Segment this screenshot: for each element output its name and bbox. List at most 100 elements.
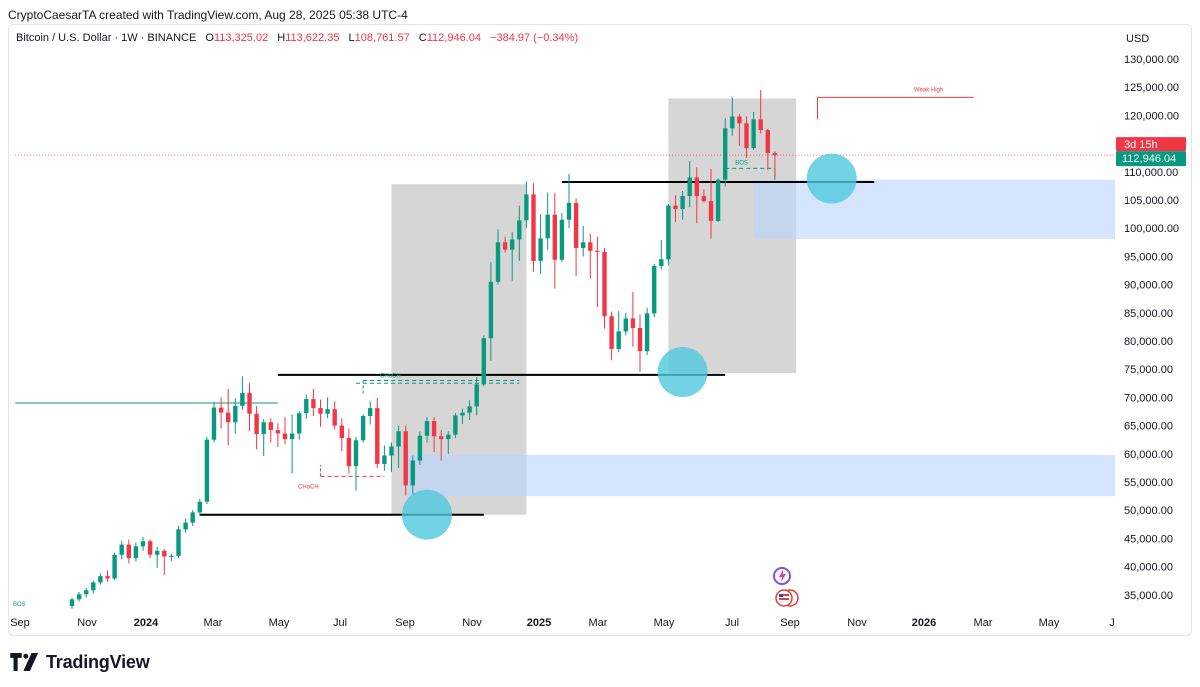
- countdown-tag[interactable]: [1116, 137, 1186, 152]
- candle[interactable]: [673, 195, 678, 222]
- candle[interactable]: [226, 388, 231, 446]
- currency-label[interactable]: USD: [1126, 33, 1150, 45]
- candle[interactable]: [687, 161, 692, 208]
- candle[interactable]: [389, 442, 394, 472]
- candle[interactable]: [119, 540, 124, 560]
- candle[interactable]: [517, 205, 522, 261]
- candle[interactable]: [467, 400, 472, 420]
- candle[interactable]: [439, 430, 444, 461]
- candle[interactable]: [368, 401, 373, 425]
- candle[interactable]: [140, 537, 146, 551]
- candle[interactable]: [510, 232, 515, 281]
- candle[interactable]: [446, 431, 451, 454]
- candle[interactable]: [268, 418, 273, 443]
- candle[interactable]: [531, 183, 536, 272]
- symbol-title[interactable]: Bitcoin / U.S. Dollar · 1W · BINANCE: [16, 32, 197, 44]
- candle[interactable]: [297, 410, 302, 440]
- last-price-tag[interactable]: [1116, 151, 1186, 167]
- candle[interactable]: [211, 401, 217, 443]
- candle[interactable]: [91, 580, 96, 594]
- candle[interactable]: [346, 428, 352, 474]
- candle[interactable]: [758, 90, 763, 134]
- candle[interactable]: [233, 398, 238, 434]
- candle[interactable]: [218, 397, 224, 429]
- candle[interactable]: [694, 167, 699, 224]
- candle[interactable]: [744, 116, 749, 158]
- candle[interactable]: [396, 425, 401, 468]
- candle[interactable]: [353, 436, 359, 491]
- candle[interactable]: [588, 233, 593, 279]
- candle[interactable]: [623, 312, 628, 336]
- candle[interactable]: [169, 553, 174, 561]
- candle[interactable]: [637, 314, 643, 373]
- candle[interactable]: [84, 588, 89, 598]
- candle[interactable]: [105, 570, 110, 582]
- candle[interactable]: [538, 214, 543, 274]
- candle[interactable]: [176, 525, 181, 559]
- candle[interactable]: [659, 240, 664, 270]
- candle[interactable]: [282, 417, 288, 445]
- candle[interactable]: [573, 198, 579, 277]
- candle[interactable]: [261, 418, 266, 457]
- candle[interactable]: [566, 174, 572, 229]
- candle[interactable]: [318, 399, 323, 427]
- candle[interactable]: [254, 405, 259, 450]
- candle[interactable]: [204, 436, 210, 504]
- candle[interactable]: [630, 291, 636, 347]
- candle[interactable]: [147, 539, 153, 559]
- candle[interactable]: [765, 128, 770, 171]
- candle[interactable]: [708, 168, 714, 239]
- candle[interactable]: [311, 388, 316, 417]
- candle[interactable]: [616, 311, 621, 353]
- candle[interactable]: [680, 190, 685, 220]
- candle[interactable]: [240, 376, 245, 410]
- candle[interactable]: [247, 383, 252, 432]
- candle[interactable]: [162, 549, 167, 576]
- candle[interactable]: [602, 247, 607, 329]
- candle[interactable]: [424, 417, 430, 443]
- candle[interactable]: [495, 229, 501, 285]
- candle[interactable]: [524, 181, 529, 229]
- candle[interactable]: [360, 414, 366, 443]
- candle[interactable]: [190, 510, 195, 526]
- candle[interactable]: [155, 546, 160, 568]
- candle[interactable]: [98, 573, 103, 585]
- candle[interactable]: [304, 394, 309, 419]
- candle[interactable]: [275, 423, 281, 448]
- candle[interactable]: [126, 539, 131, 564]
- candle[interactable]: [609, 311, 614, 361]
- candle[interactable]: [112, 552, 117, 581]
- candle[interactable]: [197, 498, 202, 516]
- candle[interactable]: [552, 193, 557, 289]
- candle[interactable]: [332, 401, 337, 430]
- candle[interactable]: [595, 236, 600, 308]
- candle[interactable]: [652, 263, 657, 318]
- candle[interactable]: [481, 335, 486, 387]
- candle[interactable]: [772, 151, 778, 179]
- candle[interactable]: [375, 397, 380, 468]
- candle[interactable]: [382, 445, 387, 471]
- candle[interactable]: [133, 542, 139, 562]
- candle[interactable]: [183, 518, 188, 533]
- candle[interactable]: [730, 97, 735, 136]
- candle[interactable]: [431, 417, 437, 453]
- candle[interactable]: [410, 455, 415, 495]
- candle[interactable]: [325, 397, 330, 419]
- candle[interactable]: [502, 236, 508, 253]
- candle[interactable]: [666, 203, 671, 265]
- candle[interactable]: [339, 418, 344, 451]
- candle[interactable]: [723, 118, 728, 187]
- candle[interactable]: [76, 591, 82, 602]
- candle[interactable]: [474, 377, 479, 416]
- candle[interactable]: [417, 431, 423, 466]
- candle[interactable]: [715, 178, 721, 222]
- candle[interactable]: [488, 262, 494, 361]
- tradingview-brand[interactable]: TradingView: [10, 650, 150, 674]
- candle[interactable]: [751, 112, 756, 150]
- candle[interactable]: [460, 408, 465, 424]
- candle[interactable]: [559, 212, 565, 263]
- candle[interactable]: [453, 413, 458, 439]
- candle[interactable]: [701, 189, 707, 203]
- candle[interactable]: [581, 225, 586, 257]
